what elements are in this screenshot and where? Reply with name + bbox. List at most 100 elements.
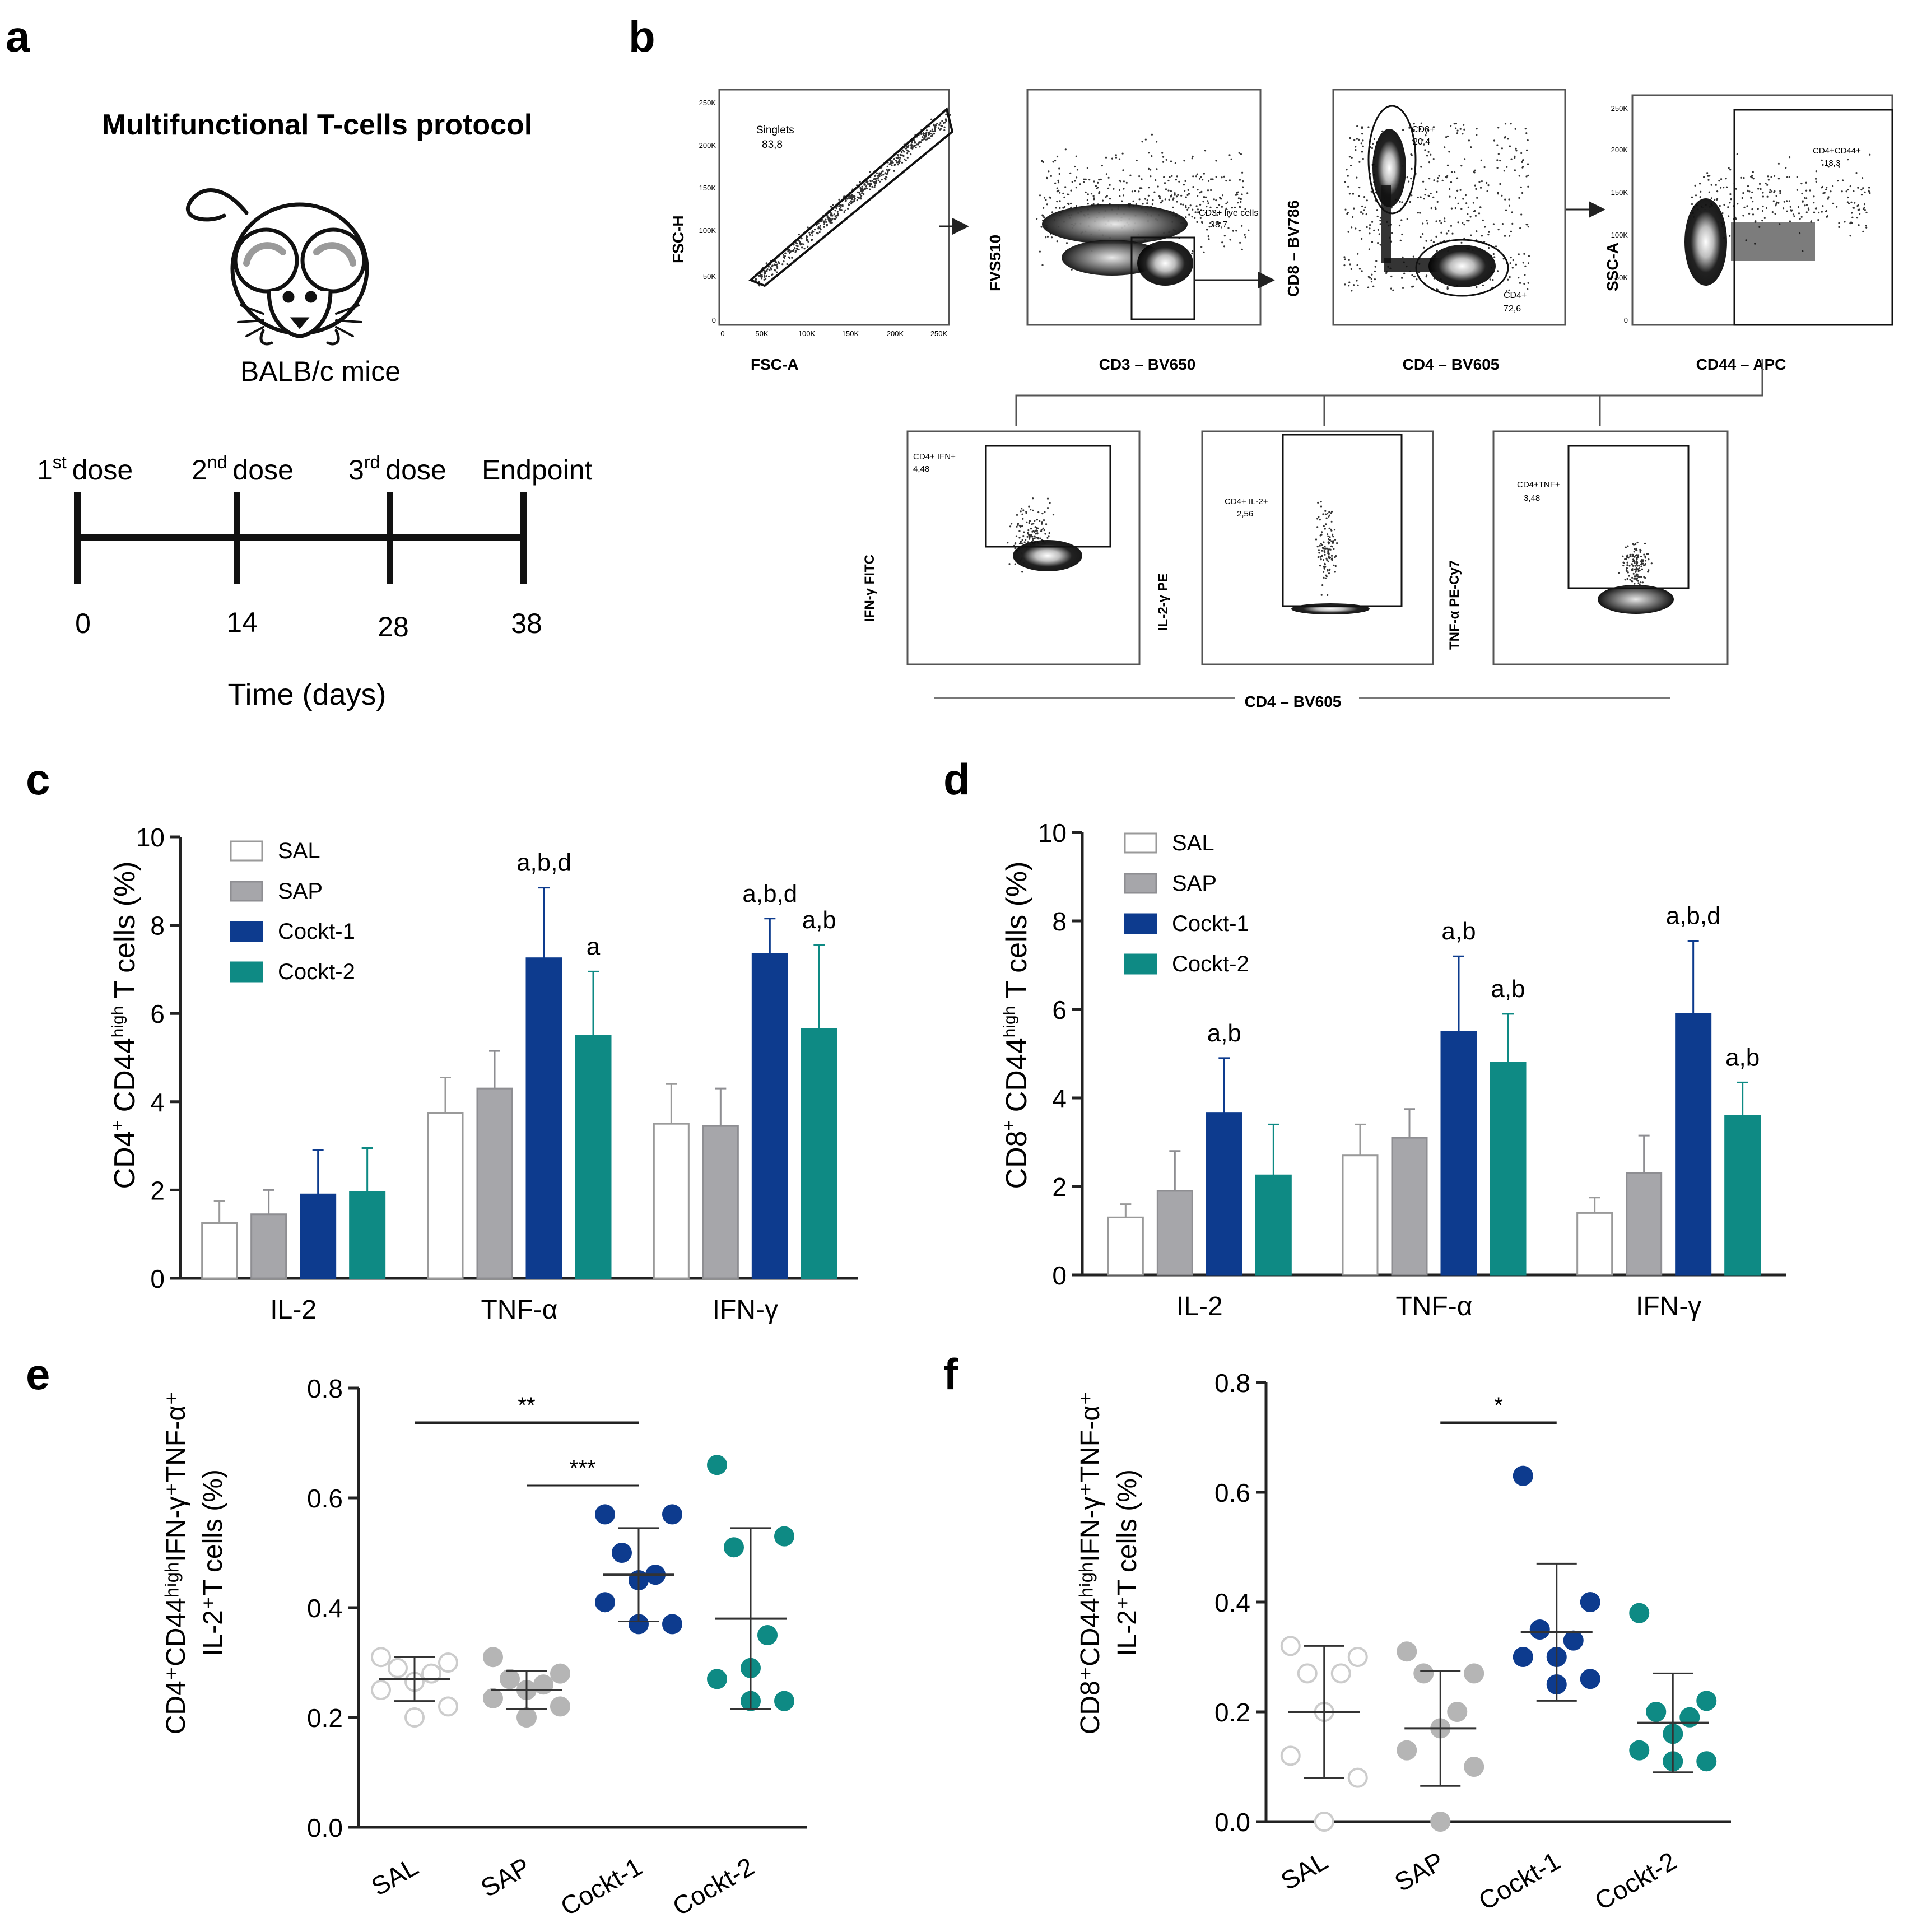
event-dot: [1329, 556, 1332, 559]
event-dot: [1212, 178, 1214, 180]
event-dot: [1426, 274, 1428, 277]
event-dot: [1185, 196, 1187, 198]
event-dot: [1036, 519, 1038, 521]
legend-swatch: [230, 961, 263, 983]
event-dot: [1376, 209, 1378, 211]
event-dot: [1027, 541, 1029, 543]
event-dot: [1100, 178, 1102, 180]
data-point: [404, 1707, 425, 1728]
event-dot: [860, 190, 863, 192]
event-dot: [1631, 576, 1634, 579]
event-dot: [1805, 197, 1808, 199]
event-dot: [927, 133, 930, 136]
event-dot: [1186, 208, 1189, 211]
event-dot: [830, 213, 832, 216]
event-dot: [1634, 548, 1636, 550]
cd4-gate: [1415, 239, 1509, 297]
event-dot: [1067, 193, 1069, 195]
event-dot: [1714, 198, 1716, 201]
event-dot: [1509, 276, 1511, 278]
event-dot: [1868, 190, 1870, 193]
event-dot: [1176, 201, 1178, 203]
event-dot: [1635, 571, 1637, 573]
event-dot: [769, 269, 771, 272]
event-dot: [1527, 288, 1529, 290]
event-dot: [1365, 213, 1367, 216]
event-dot: [1320, 501, 1322, 503]
event-dot: [916, 143, 918, 146]
data-point: [707, 1669, 727, 1689]
event-dot: [1847, 159, 1849, 161]
event-dot: [1377, 229, 1379, 231]
data-point: [1563, 1630, 1584, 1651]
event-dot: [1445, 136, 1448, 138]
event-dot: [1710, 197, 1712, 199]
event-dot: [1792, 213, 1795, 216]
event-dot: [808, 231, 811, 234]
event-dot: [1329, 548, 1332, 551]
event-dot: [1014, 563, 1016, 565]
tick: 150K: [699, 184, 716, 192]
event-dot: [867, 180, 869, 183]
event-dot: [899, 160, 901, 162]
x-tick-label: TNF-α: [1395, 1292, 1472, 1321]
event-dot: [1369, 277, 1371, 279]
event-dot: [1043, 529, 1045, 532]
event-dot: [1475, 188, 1477, 190]
bar-cockt-1: [300, 1193, 337, 1279]
event-dot: [899, 153, 901, 156]
event-dot: [1486, 181, 1488, 184]
event-dot: [1495, 245, 1497, 248]
event-dot: [1392, 289, 1394, 291]
event-dot: [1356, 264, 1358, 266]
event-dot: [823, 223, 826, 225]
event-dot: [1802, 200, 1804, 202]
event-dot: [1328, 527, 1330, 529]
event-dot: [1330, 510, 1333, 513]
event-dot: [760, 276, 762, 278]
event-dot: [913, 145, 915, 147]
event-dot: [919, 146, 921, 148]
event-dot: [1043, 197, 1046, 199]
event-dot: [1863, 203, 1866, 206]
event-dot: [1626, 564, 1628, 566]
panel-b: Singlets 83,8 FSC-H FSC-A 250K 200K 150K…: [669, 89, 1893, 710]
bar-cockt-2: [1724, 1115, 1761, 1276]
event-dot: [1241, 171, 1244, 174]
event-dot: [1435, 220, 1437, 222]
event-dot: [1433, 179, 1435, 181]
event-dot: [932, 130, 934, 133]
event-dot: [1521, 166, 1524, 169]
event-dot: [1691, 196, 1693, 198]
event-dot: [1355, 146, 1357, 148]
event-dot: [1805, 204, 1808, 206]
event-dot: [1007, 542, 1009, 544]
event-dot: [1199, 192, 1201, 194]
event-dot: [835, 207, 837, 210]
event-dot: [1409, 201, 1411, 203]
event-dot: [1450, 125, 1452, 127]
event-dot: [1425, 188, 1427, 190]
event-dot: [1322, 513, 1324, 515]
event-dot: [1325, 574, 1327, 576]
event-dot: [934, 130, 936, 132]
event-dot: [917, 143, 919, 146]
event-dot: [1367, 126, 1370, 128]
event-dot: [860, 195, 863, 197]
event-dot: [1648, 558, 1650, 561]
event-dot: [1860, 189, 1863, 191]
event-dot: [1330, 555, 1333, 557]
legend-swatch: [1124, 913, 1157, 934]
event-dot: [1046, 235, 1049, 238]
event-dot: [1228, 216, 1231, 218]
event-dot: [1236, 193, 1239, 196]
event-dot: [1484, 226, 1486, 228]
event-dot: [1450, 207, 1453, 210]
event-dot: [1241, 248, 1243, 250]
event-dot: [765, 262, 767, 264]
event-dot: [1029, 520, 1031, 522]
event-dot: [938, 127, 940, 129]
event-dot: [1515, 147, 1517, 150]
event-dot: [1640, 576, 1642, 578]
event-dot: [1453, 123, 1455, 125]
